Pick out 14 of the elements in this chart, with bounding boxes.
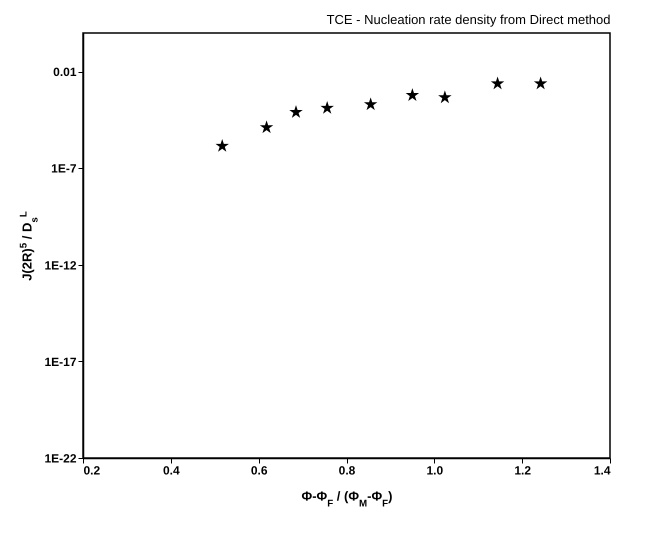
chart-title: TCE - Nucleation rate density from Direct method xyxy=(326,12,610,27)
x-tick-label: 0.6 xyxy=(250,464,268,478)
y-tick-label: 1E-17 xyxy=(44,354,77,369)
y-tick-label: 1E-12 xyxy=(44,258,77,272)
y-tick-label: 0.01 xyxy=(53,65,77,80)
x-tick-label: 0.2 xyxy=(84,464,101,478)
y-tick-label: 1E-7 xyxy=(51,162,77,176)
x-tick-label: 0.8 xyxy=(338,464,356,478)
x-tick-label: 1.0 xyxy=(426,464,444,478)
x-tick-label: 1.2 xyxy=(514,464,532,478)
x-axis-title: Φ-Φ$_{F}$ / (Φ$_{M}$-Φ$_{F}$) xyxy=(302,488,392,509)
x-tick-label: 0.4 xyxy=(162,464,180,478)
x-tick-label: 1.4 xyxy=(594,464,611,478)
y-tick-label: 1E-22 xyxy=(44,452,77,466)
